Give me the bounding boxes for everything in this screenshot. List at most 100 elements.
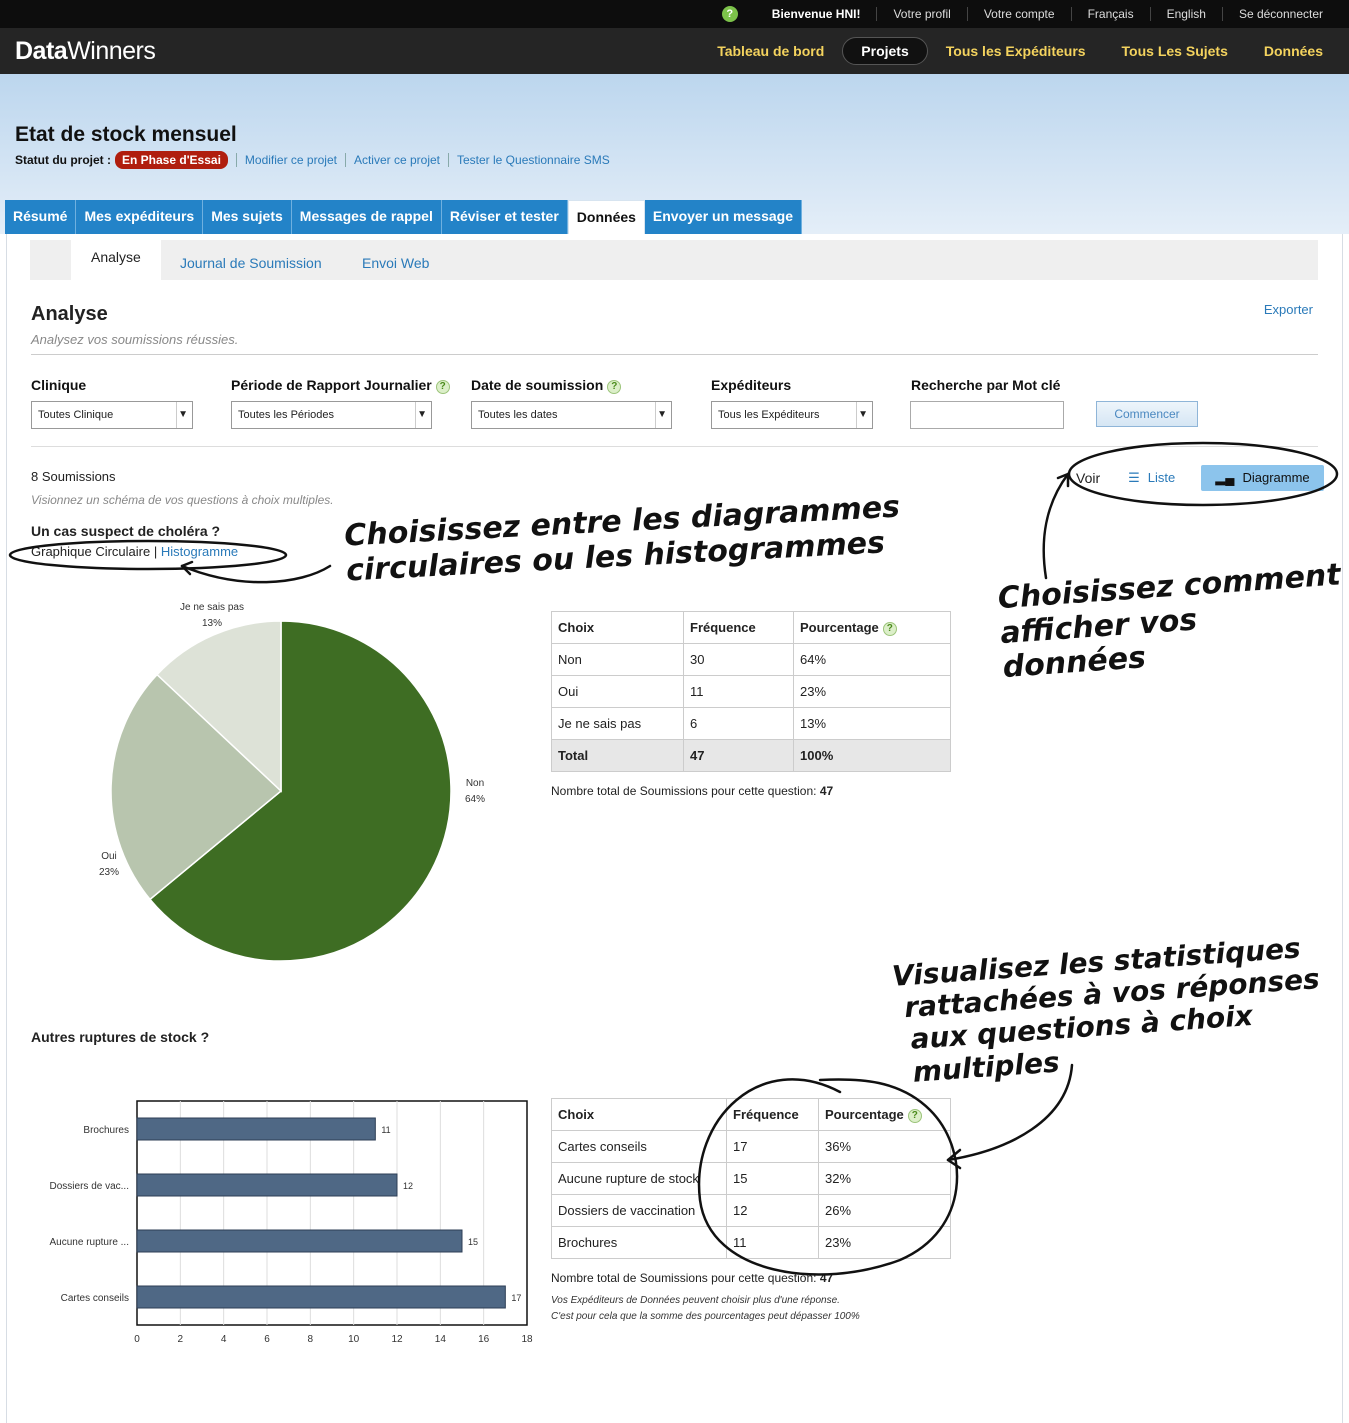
y-category-label: Dossiers de vac... [50,1181,129,1192]
table-total-row: Total 47 100% [551,739,951,772]
lang-french-link[interactable]: Français [1070,7,1150,21]
table-row: Brochures 11 23% [551,1226,951,1259]
help-icon[interactable]: ? [607,380,622,394]
periode-select[interactable]: Toutes les Périodes ▼ [231,401,432,429]
filter-keyword-label: Recherche par Mot clé [911,377,1061,393]
col-header-choice: Choix [551,611,684,644]
col-header-choice: Choix [551,1098,727,1131]
pie-chart: Non 64% Oui 23% Je ne sais pas 13% [99,602,485,962]
tab-review-test[interactable]: Réviser et tester [441,200,568,234]
welcome-text: Bienvenue HNI! [771,7,861,21]
top-bar: ? Bienvenue HNI! Votre profil Votre comp… [0,0,1349,28]
bar-chart-icon: ▂▄ [1215,470,1235,485]
list-icon: ☰ [1128,470,1140,485]
question-1-total-note: Nombre total de Soumissions pour cette q… [551,784,834,798]
main-nav: Tableau de bord Projets Tous les Expédit… [699,37,1341,65]
account-link[interactable]: Votre compte [966,7,1071,21]
nav-subjects[interactable]: Tous Les Sujets [1121,43,1228,59]
chevron-down-icon: ▼ [655,402,667,428]
col-header-frequency: Fréquence [683,611,794,644]
logo[interactable]: DataWinners [15,37,156,65]
status-badge: En Phase d'Essai [115,151,228,169]
help-icon[interactable]: ? [882,621,897,636]
bar-1 [136,1173,398,1197]
sub-tabs: Analyse Journal de Soumission Envoi Web [30,240,1318,280]
table-row: Oui 11 23% [551,675,951,708]
nav-senders[interactable]: Tous les Expéditeurs [945,43,1086,59]
bar-value-label: 15 [468,1237,478,1247]
export-link[interactable]: Exporter [1263,302,1313,317]
col-header-frequency: Fréquence [726,1098,819,1131]
profile-link[interactable]: Votre profil [876,7,966,21]
table-row: Cartes conseils 17 36% [551,1130,951,1163]
edit-project-link[interactable]: Modifier ce projet [235,153,345,167]
pie-slice-0 [148,620,452,962]
chevron-down-icon: ▼ [176,402,188,428]
subtab-analyse[interactable]: Analyse [71,240,161,280]
date-select[interactable]: Toutes les dates ▼ [471,401,672,429]
subtab-envoi-web[interactable]: Envoi Web [362,255,430,271]
help-icon[interactable]: ? [721,6,738,22]
view-toggle: Voir ☰ Liste ▂▄ Diagramme [1076,465,1324,491]
y-category-label: Cartes conseils [61,1293,129,1304]
status-label: Statut du projet : [15,153,111,167]
senders-select[interactable]: Tous les Expéditeurs ▼ [711,401,873,429]
tab-subjects[interactable]: Mes sujets [203,200,292,234]
y-category-label: Aucune rupture ... [50,1237,130,1248]
question-1-title: Un cas suspect de choléra ? [31,523,221,539]
pie-chart-option: Graphique Circulaire [31,544,151,559]
x-tick-label: 4 [221,1334,227,1345]
nav-dashboard[interactable]: Tableau de bord [717,43,825,59]
tab-resume[interactable]: Résumé [5,200,77,234]
nav-data[interactable]: Données [1263,43,1323,59]
logout-link[interactable]: Se déconnecter [1221,7,1339,21]
x-tick-label: 10 [348,1334,360,1345]
histogram-link[interactable]: Histogramme [160,544,239,559]
x-tick-label: 18 [521,1334,533,1345]
bar-chart: 0 2 4 6 8 10 12 14 16 18 Brochures 11 Dossiers de va… [50,1100,533,1345]
x-tick-label: 6 [264,1334,270,1345]
chevron-down-icon: ▼ [856,402,868,428]
tab-senders[interactable]: Mes expéditeurs [76,200,204,234]
pie-label-2: Je ne sais pas [180,602,244,613]
test-sms-link[interactable]: Tester le Questionnaire SMS [448,153,618,167]
view-list-button[interactable]: ☰ Liste [1128,470,1176,485]
question-2-title: Autres ruptures de stock ? [31,1029,210,1045]
nav-projects[interactable]: Projets [842,37,928,65]
lang-english-link[interactable]: English [1149,7,1222,21]
help-icon[interactable]: ? [435,380,450,394]
help-icon[interactable]: ? [907,1108,922,1123]
pie-label-0: Non [466,778,484,789]
tab-send-message[interactable]: Envoyer un message [644,200,802,234]
x-tick-label: 14 [435,1334,447,1345]
col-header-percentage: Pourcentage? [793,611,951,644]
start-search-button[interactable]: Commencer [1096,401,1198,427]
tab-reminders[interactable]: Messages de rappel [291,200,442,234]
keyword-input[interactable] [910,401,1064,429]
tab-data[interactable]: Données [567,200,645,235]
question-2-table: Choix Fréquence Pourcentage? Cartes cons… [551,1098,951,1259]
question-1-table: Choix Fréquence Pourcentage? Non 30 64% Ou… [551,611,951,772]
divider [31,446,1318,447]
analysis-subtitle: Analysez vos soumissions réussies. [31,332,239,347]
subtab-journal[interactable]: Journal de Soumission [180,255,322,271]
pie-label-1: Oui [101,851,117,862]
y-category-label: Brochures [83,1125,129,1136]
multi-answer-note: Vos Expéditeurs de Données peuvent chois… [551,1295,840,1306]
filter-periode-label: Période de Rapport Journalier? [231,377,450,394]
col-header-percentage: Pourcentage? [818,1098,951,1131]
project-tabs: Résumé Mes expéditeurs Mes sujets Messag… [5,200,802,235]
main-header: DataWinners Tableau de bord Projets Tous… [0,28,1349,74]
table-row: Non 30 64% [551,643,951,676]
x-tick-label: 2 [178,1334,184,1345]
x-tick-label: 8 [308,1334,314,1345]
view-chart-button[interactable]: ▂▄ Diagramme [1201,465,1324,491]
pie-percent-0: 64% [465,794,485,805]
divider [31,354,1318,355]
activate-project-link[interactable]: Activer ce projet [344,153,448,167]
clinique-select[interactable]: Toutes Clinique ▼ [31,401,193,429]
filter-senders-label: Expéditeurs [711,377,792,393]
chart-type-toggle: Graphique Circulaire | Histogramme [31,544,239,559]
filter-date-label: Date de soumission? [471,377,622,394]
chevron-down-icon: ▼ [415,402,427,428]
